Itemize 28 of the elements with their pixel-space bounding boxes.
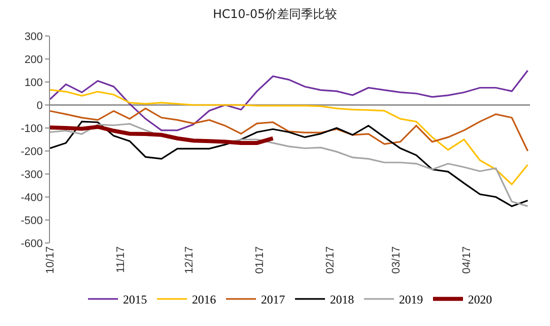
y-tick-label: 200 — [24, 54, 43, 66]
legend-label: 2018 — [330, 292, 354, 307]
line-series — [50, 89, 529, 186]
line-series — [50, 70, 529, 132]
line-series — [50, 108, 529, 152]
legend-label: 2016 — [192, 292, 216, 307]
x-tick-label: 12/17 — [183, 246, 196, 274]
x-tick-label: 03/17 — [390, 246, 402, 274]
y-tick-label: -200 — [20, 146, 43, 158]
y-tick-label: -100 — [20, 122, 43, 135]
legend-label: 2019 — [399, 292, 423, 307]
legend-label: 2020 — [468, 292, 492, 307]
y-tick-label: 100 — [24, 76, 43, 89]
y-tick-label: -600 — [20, 238, 43, 250]
x-tick-label: 02/17 — [324, 246, 336, 274]
legend-label: 2017 — [261, 292, 285, 307]
legend-label: 2015 — [123, 292, 147, 307]
chart-title: HC10-05价差同季比较 — [212, 7, 338, 22]
y-tick-label: 300 — [24, 30, 43, 43]
x-tick-label: 04/17 — [460, 246, 473, 274]
y-tick-label: -300 — [20, 168, 43, 181]
y-tick-label: 0 — [36, 100, 43, 112]
x-tick-label: 01/17 — [254, 246, 266, 274]
y-tick-label: -500 — [20, 214, 43, 227]
x-tick-label: 10/17 — [44, 246, 57, 274]
line-series — [50, 124, 275, 145]
x-tick-label: 11/17 — [115, 246, 128, 273]
y-tick-label: -400 — [20, 192, 43, 204]
